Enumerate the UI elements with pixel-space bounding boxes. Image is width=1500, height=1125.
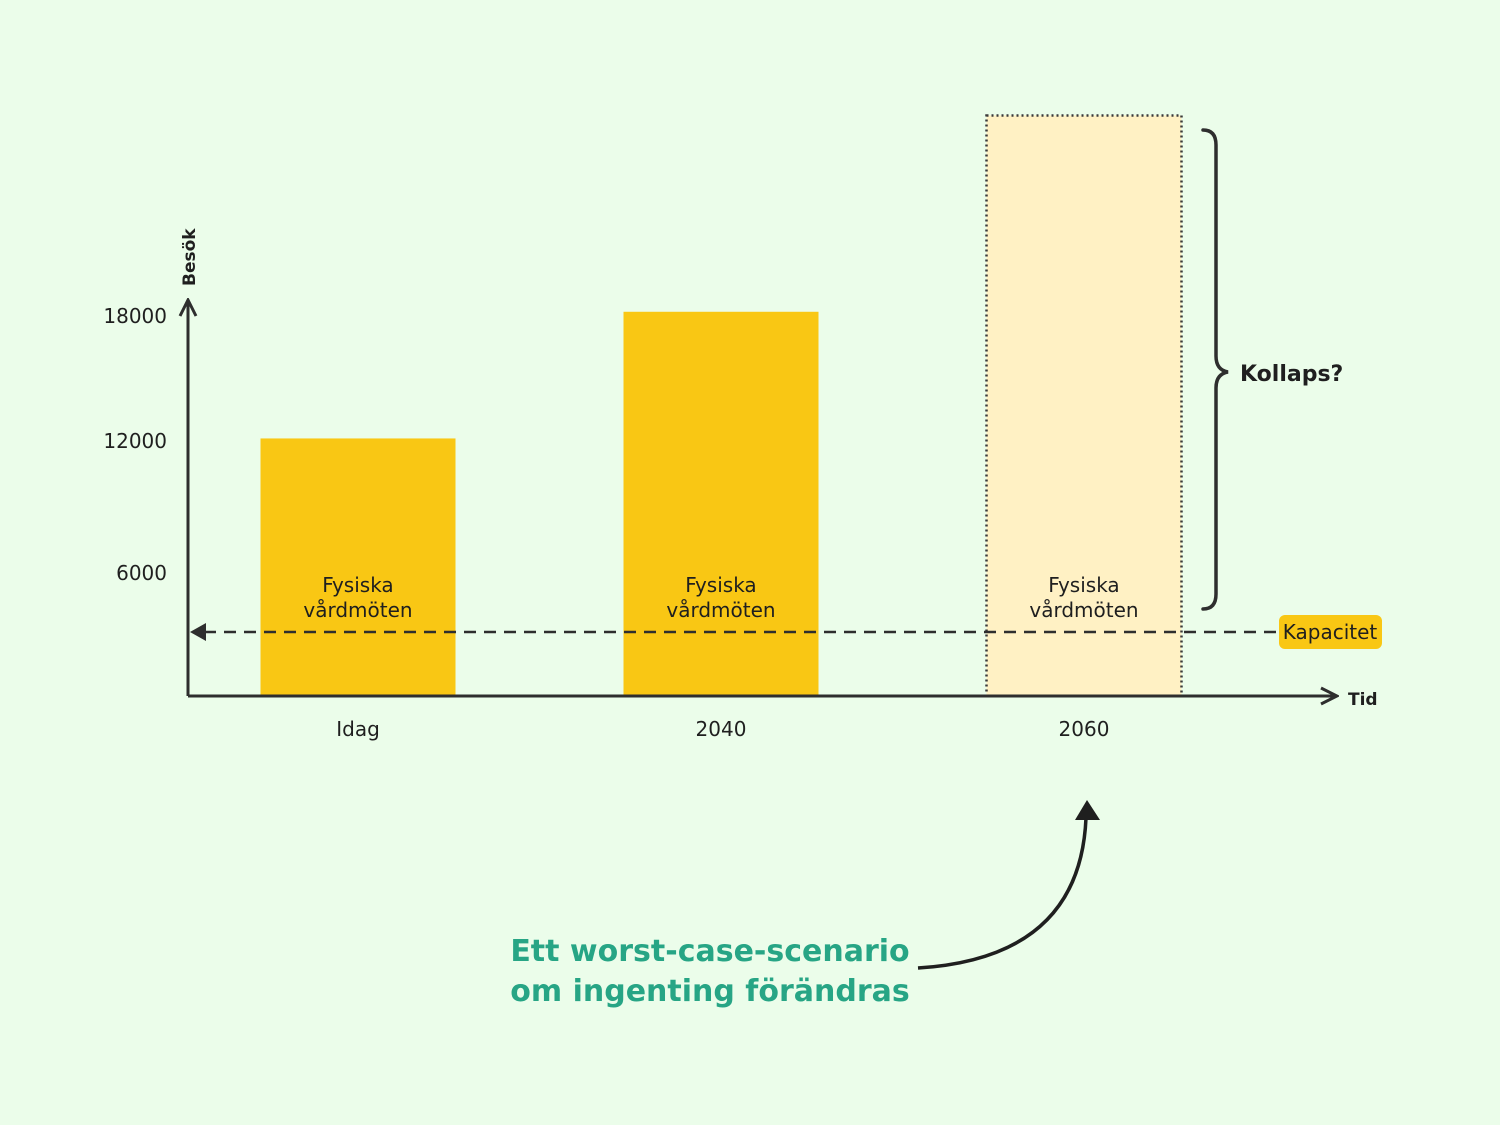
y-axis-title: Besök <box>180 228 200 286</box>
scenario-callout: Ett worst-case-scenario om ingenting för… <box>470 932 950 1012</box>
bar-2060 <box>985 114 1183 698</box>
y-tick-12000: 12000 <box>103 429 167 453</box>
x-categories: Idag 2040 2060 <box>336 717 1109 741</box>
capacity-arrowhead <box>190 623 206 641</box>
bar-idag <box>260 438 456 696</box>
capacity-label: Kapacitet <box>1283 620 1378 644</box>
bracket-label: Kollaps? <box>1240 362 1343 387</box>
capacity-badge <box>1279 615 1382 649</box>
collapse-bracket: Kollaps? <box>1201 128 1343 611</box>
callout-arrow-curve <box>917 817 1088 970</box>
bar-label-idag-2: vårdmöten <box>303 598 412 622</box>
bar-label-2060-1: Fysiska <box>1048 573 1119 597</box>
bar-label-2040-1: Fysiska <box>685 573 756 597</box>
bracket-shape <box>1201 128 1229 611</box>
callout-arrow <box>917 800 1100 970</box>
callout-arrowhead <box>1075 800 1100 820</box>
bar-label-idag-1: Fysiska <box>322 573 393 597</box>
callout-line-1: Ett worst-case-scenario <box>510 934 910 969</box>
capacity-line: Kapacitet <box>190 615 1382 649</box>
x-tick-2040: 2040 <box>696 717 747 741</box>
bar-label-2040-2: vårdmöten <box>666 598 775 622</box>
y-tick-6000: 6000 <box>116 561 167 585</box>
y-ticks: 6000 12000 18000 <box>103 304 167 585</box>
y-tick-18000: 18000 <box>103 304 167 328</box>
bar-2040 <box>623 311 819 696</box>
bar-label-2060-2: vårdmöten <box>1029 598 1138 622</box>
callout-line-2: om ingenting förändras <box>510 974 910 1009</box>
x-tick-idag: Idag <box>336 717 380 741</box>
axes: Besök Tid <box>180 228 1378 710</box>
bars: FysiskavårdmötenFysiskavårdmötenFysiskav… <box>260 114 1183 698</box>
x-tick-2060: 2060 <box>1059 717 1110 741</box>
x-axis-title: Tid <box>1348 690 1378 710</box>
